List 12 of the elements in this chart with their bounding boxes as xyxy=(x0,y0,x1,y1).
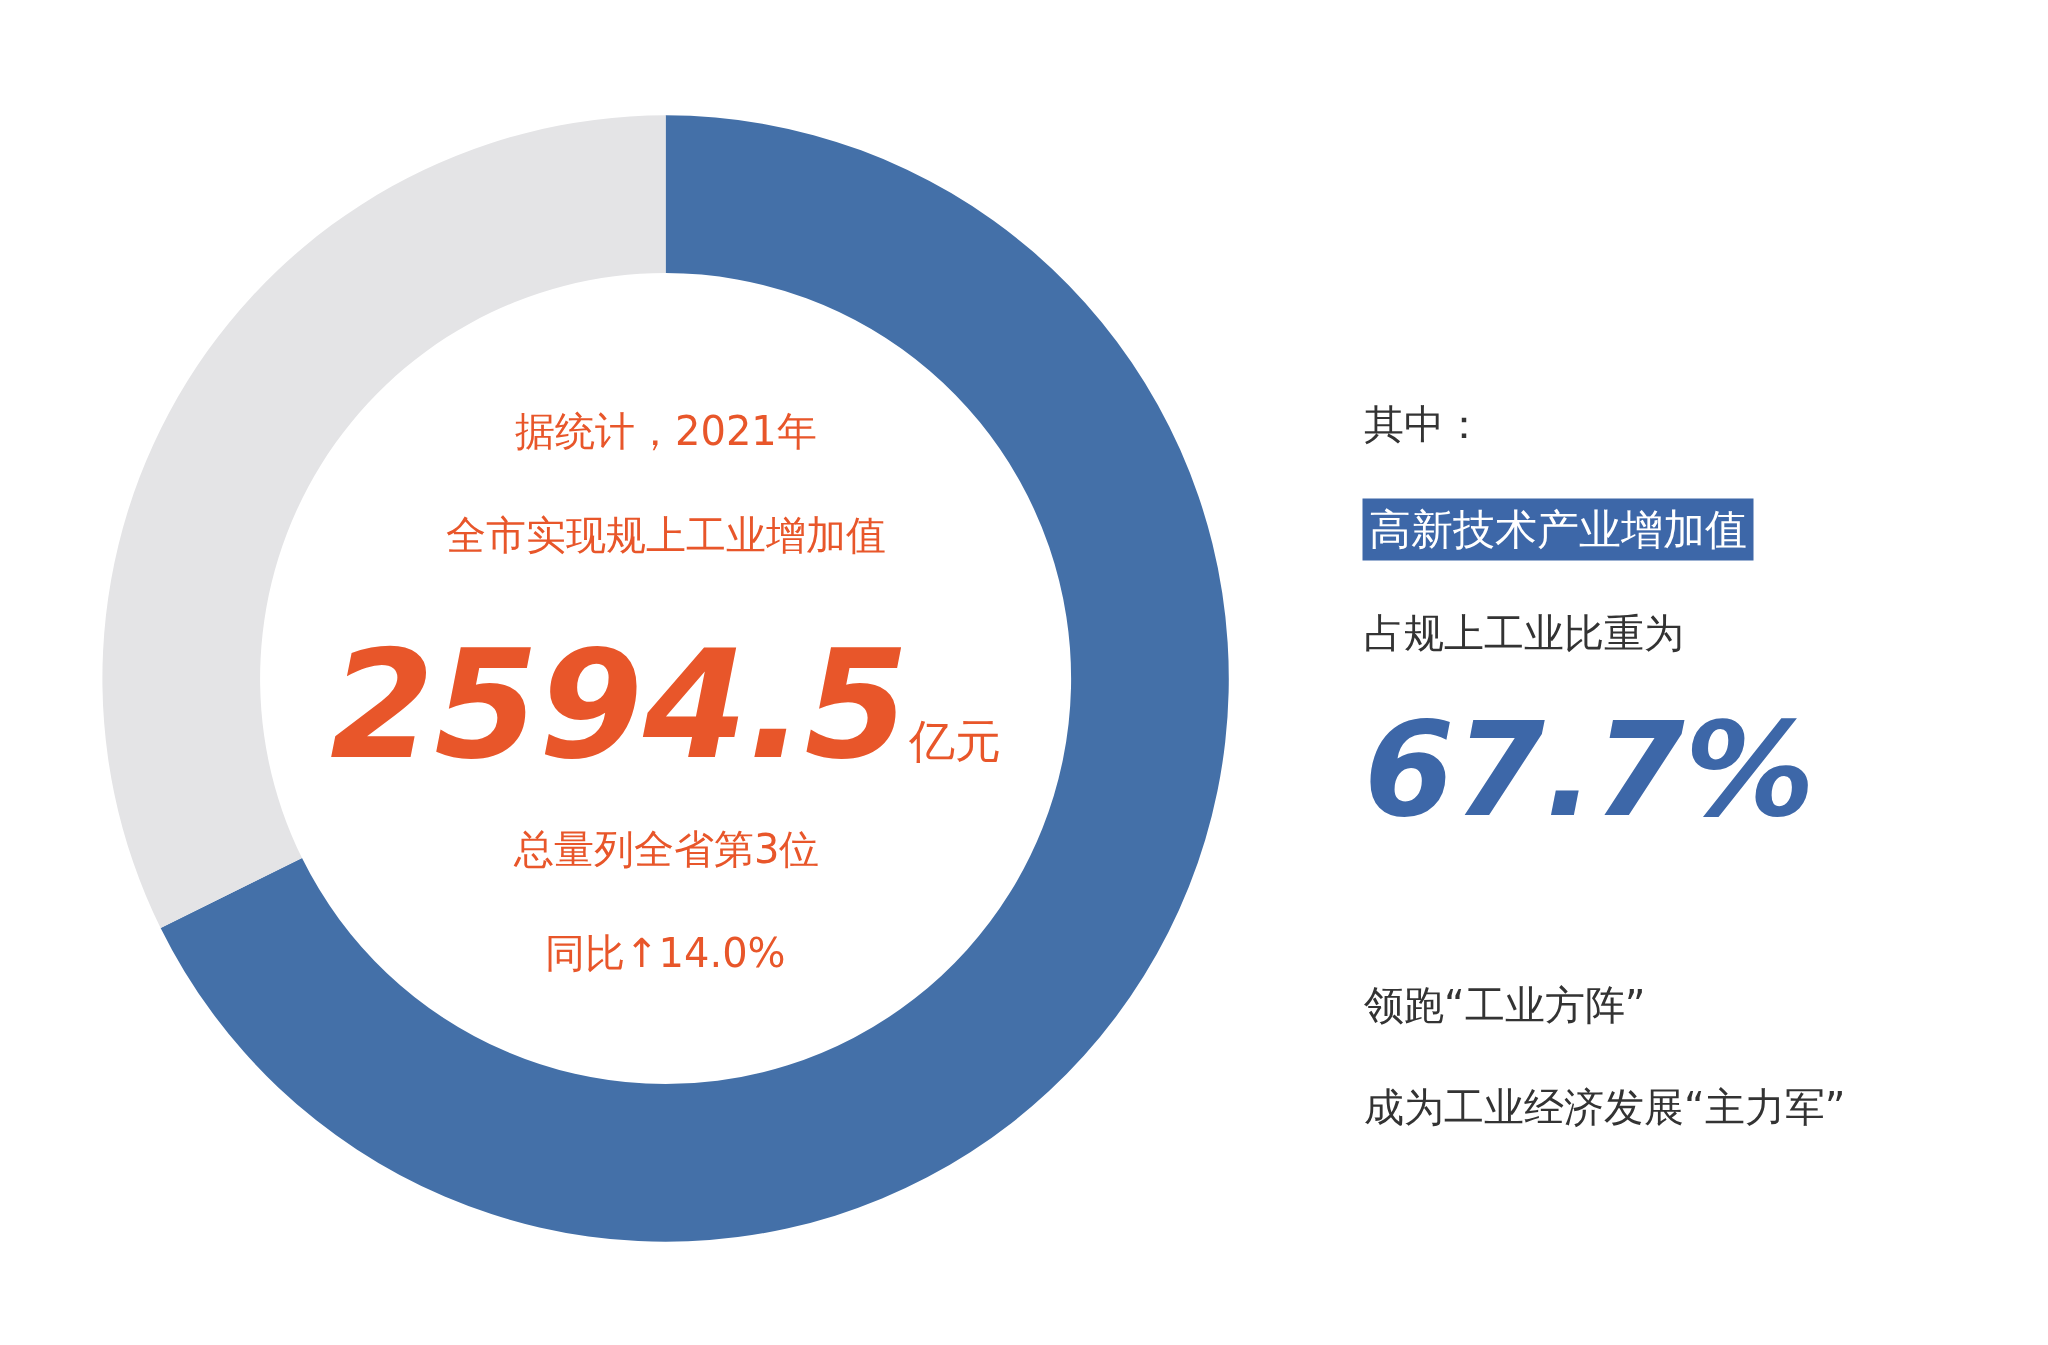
text: 成为工业经济发展“主力军” xyxy=(1364,1084,1846,1130)
text: 其中： xyxy=(1364,401,1484,447)
text: 高新技术产业增加值 xyxy=(1369,505,1747,554)
text: 67.7% xyxy=(1364,694,1816,846)
text: 领跑“工业方阵” xyxy=(1364,982,1646,1028)
donut-slice xyxy=(160,115,1229,1242)
text: 总量列全省第3位 xyxy=(513,826,820,872)
text: 占规上工业比重为 xyxy=(1364,610,1684,656)
text: 据统计，2021年 xyxy=(515,408,817,454)
text: 同比↑14.0% xyxy=(545,930,786,976)
text: 2594.5亿元 xyxy=(330,618,1001,792)
text: 全市实现规上工业增加值 xyxy=(446,512,886,558)
